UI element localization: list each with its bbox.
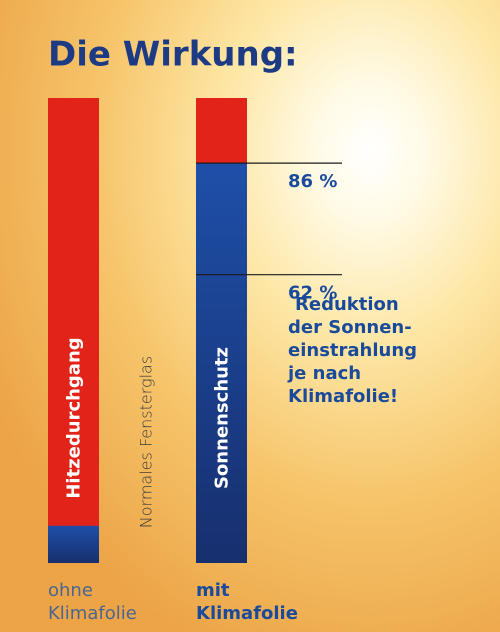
caption: ohne bbox=[48, 580, 93, 601]
side-label: Normales Fensterglas bbox=[137, 356, 156, 528]
note-line: je nach bbox=[287, 363, 361, 384]
caption: Klimafolie bbox=[196, 603, 298, 624]
infographic: Die Wirkung: Reduktion der Sonnen- einst… bbox=[0, 0, 500, 632]
bar-label: Hitzedurchgang bbox=[64, 337, 85, 498]
bar-label: Sonnenschutz bbox=[212, 347, 233, 489]
marker-label: 62 % bbox=[288, 283, 337, 304]
title: Die Wirkung: bbox=[48, 35, 298, 75]
caption: Klimafolie bbox=[48, 603, 137, 624]
caption: mit bbox=[196, 580, 230, 601]
note-line: Klimafolie! bbox=[288, 386, 398, 407]
bar bbox=[48, 526, 99, 563]
note-line: der Sonnen- bbox=[288, 317, 412, 338]
marker-label: 86 % bbox=[288, 171, 337, 192]
note-line: einstrahlung bbox=[288, 340, 417, 361]
